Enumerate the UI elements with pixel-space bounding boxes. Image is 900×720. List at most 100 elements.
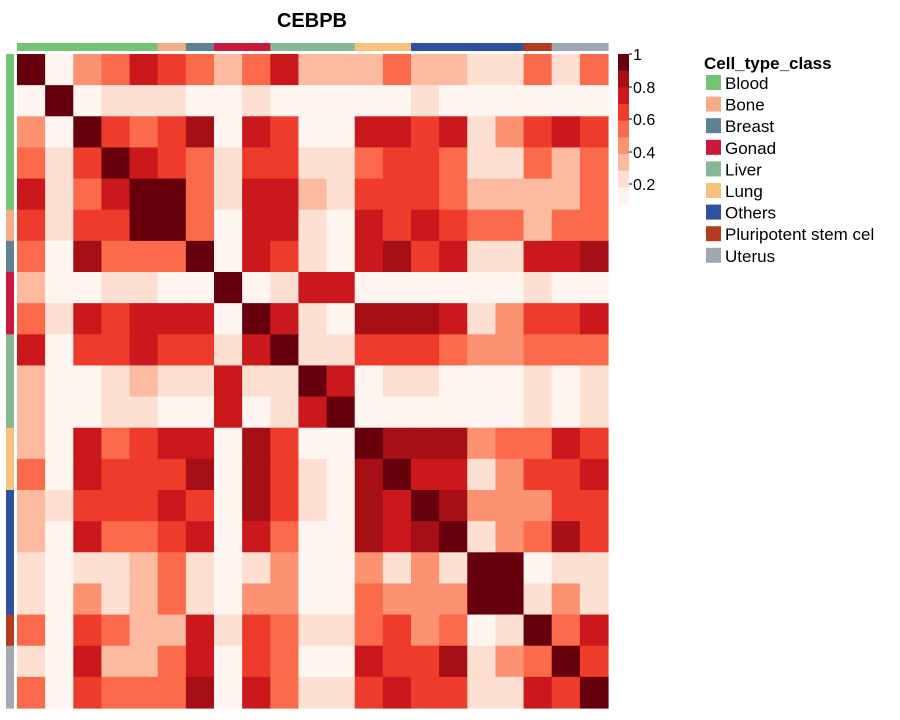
heatmap-cell	[495, 272, 525, 304]
heatmap-cell	[411, 676, 440, 709]
heatmap-cell	[439, 85, 468, 117]
heatmap-cell	[495, 490, 525, 522]
heatmap-cell	[467, 209, 497, 242]
heatmap-cell	[411, 240, 440, 273]
heatmap-cell	[157, 521, 187, 553]
heatmap-cell	[270, 396, 300, 429]
heatmap-cell	[354, 334, 384, 367]
heatmap-cell	[185, 583, 215, 616]
heatmap-cell	[411, 54, 440, 86]
heatmap-cell	[17, 365, 46, 398]
heatmap-cell	[467, 427, 497, 460]
heatmap-cell	[129, 54, 159, 86]
heatmap-cell	[495, 645, 525, 678]
heatmap-cell	[382, 583, 412, 616]
heatmap-cell	[326, 645, 356, 678]
heatmap-cell	[214, 583, 243, 616]
heatmap-cell	[214, 147, 243, 180]
legend-label: Blood	[725, 74, 768, 93]
heatmap-cell	[439, 334, 468, 367]
heatmap-cell	[73, 427, 103, 460]
top-annotation-cell	[45, 43, 74, 51]
heatmap-cell	[439, 521, 468, 553]
heatmap-cell	[523, 676, 553, 709]
heatmap-cell	[129, 116, 159, 149]
heatmap-cell	[242, 54, 271, 86]
heatmap-cell	[579, 303, 609, 335]
heatmap-cell	[382, 178, 412, 211]
heatmap-cell	[467, 645, 497, 678]
heatmap-cell	[298, 147, 328, 180]
heatmap-cell	[551, 116, 581, 149]
heatmap-cell	[326, 552, 356, 585]
left-annotation-cell	[6, 240, 14, 273]
heatmap-cell	[382, 272, 412, 304]
heatmap-cell	[157, 303, 187, 335]
heatmap-cell	[157, 54, 187, 86]
heatmap-cell	[439, 240, 468, 273]
top-annotation-cell	[523, 43, 553, 51]
heatmap-cell	[298, 552, 328, 585]
heatmap-cell	[101, 614, 131, 647]
heatmap-cell	[17, 116, 46, 149]
heatmap-cell	[129, 490, 159, 522]
heatmap-cell	[298, 583, 328, 616]
heatmap-cell	[382, 54, 412, 86]
heatmap-cell	[185, 147, 215, 180]
heatmap-cell	[495, 676, 525, 709]
heatmap-cell	[382, 521, 412, 553]
heatmap-cell	[411, 583, 440, 616]
heatmap-cell	[523, 209, 553, 242]
heatmap-cell	[214, 178, 243, 211]
heatmap-cell	[523, 396, 553, 429]
heatmap-cell	[214, 396, 243, 429]
heatmap-cell	[185, 85, 215, 117]
heatmap-cell	[270, 552, 300, 585]
heatmap-cell	[242, 676, 271, 709]
heatmap-cell	[382, 240, 412, 273]
color-scale-segment	[618, 170, 629, 188]
heatmap-cell	[579, 116, 609, 149]
top-annotation-cell	[129, 43, 159, 51]
heatmap-cell	[270, 521, 300, 553]
legend-swatch	[706, 161, 721, 177]
heatmap-cell	[411, 178, 440, 211]
heatmap-cell	[17, 54, 46, 86]
color-scale-segment	[618, 120, 629, 138]
heatmap-cell	[270, 54, 300, 86]
heatmap-cell	[101, 178, 131, 211]
heatmap-cell	[270, 303, 300, 335]
heatmap-cell	[45, 427, 74, 460]
heatmap-cell	[467, 178, 497, 211]
heatmap-cell	[45, 552, 74, 585]
heatmap-cell	[551, 521, 581, 553]
heatmap-cell	[185, 365, 215, 398]
heatmap-cell	[579, 521, 609, 553]
heatmap-cell	[129, 614, 159, 647]
left-annotation-cell	[6, 458, 14, 491]
heatmap-cell	[439, 303, 468, 335]
heatmap-cell	[411, 552, 440, 585]
legend-label: Others	[725, 204, 776, 223]
heatmap-cell	[354, 147, 384, 180]
heatmap-cell	[298, 209, 328, 242]
heatmap-cell	[579, 458, 609, 491]
heatmap-cell	[495, 396, 525, 429]
heatmap-cell	[382, 427, 412, 460]
heatmap-cell	[129, 396, 159, 429]
heatmap-cell	[101, 427, 131, 460]
heatmap-cell	[326, 303, 356, 335]
heatmap-cell	[439, 645, 468, 678]
heatmap-cell	[354, 85, 384, 117]
color-scale-tick-label: 0.8	[633, 80, 655, 97]
left-annotation-cell	[6, 521, 14, 553]
heatmap-cell	[354, 521, 384, 553]
heatmap-cell	[551, 490, 581, 522]
heatmap-cell	[270, 209, 300, 242]
heatmap-cell	[73, 147, 103, 180]
heatmap-cell	[45, 85, 74, 117]
color-scale-segment	[618, 137, 629, 155]
top-annotation-cell	[73, 43, 103, 51]
heatmap-cell	[242, 303, 271, 335]
